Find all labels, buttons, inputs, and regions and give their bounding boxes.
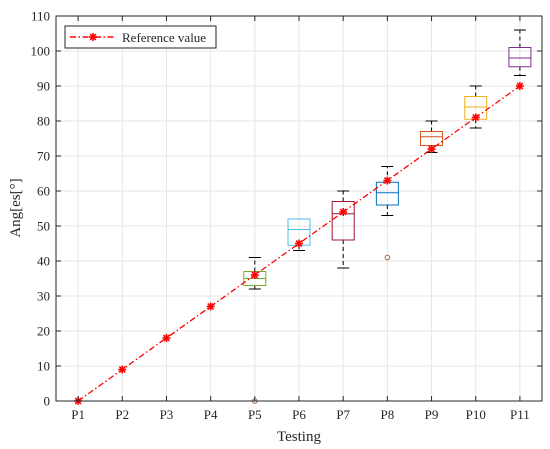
- x-tick-label: P9: [425, 407, 439, 422]
- legend-label: Reference value: [122, 30, 206, 45]
- x-tick-label: P3: [160, 407, 174, 422]
- x-tick-label: P2: [115, 407, 129, 422]
- reference-point: [339, 208, 348, 216]
- legend: Reference value: [64, 25, 217, 49]
- y-tick-label: 0: [44, 394, 51, 409]
- reference-series: [74, 82, 524, 405]
- legend-marker: [89, 33, 97, 41]
- y-tick-label: 50: [37, 219, 50, 234]
- box-body: [331, 201, 355, 241]
- reference-point: [250, 271, 259, 279]
- box-p11: [508, 29, 532, 76]
- x-tick-label: P11: [510, 407, 530, 422]
- reference-point: [295, 239, 303, 248]
- box-p7: [331, 190, 355, 269]
- y-tick-label: 20: [37, 324, 50, 339]
- x-tick-label: P1: [71, 407, 85, 422]
- reference-point: [427, 145, 436, 153]
- legend-box: [64, 25, 217, 49]
- y-tick-label: 30: [37, 289, 50, 304]
- reference-point: [515, 82, 524, 90]
- reference-point: [118, 365, 127, 374]
- y-tick-label: 80: [37, 114, 50, 129]
- x-axis: P1 P2 P3 P4 P5 P6 P7 P8 P9 P10 P11: [71, 16, 530, 422]
- x-axis-title: Testing: [277, 429, 321, 445]
- y-tick-label: 100: [31, 44, 51, 59]
- y-tick-label: 90: [37, 79, 50, 94]
- x-tick-label: P7: [336, 407, 350, 422]
- y-tick-label: 10: [37, 359, 50, 374]
- y-tick-label: 60: [37, 184, 50, 199]
- x-tick-label: P5: [248, 407, 262, 422]
- legend-asterisk: [89, 33, 97, 41]
- x-tick-label: P4: [204, 407, 218, 422]
- x-tick-label: P10: [466, 407, 486, 422]
- reference-point: [471, 113, 480, 122]
- y-tick-label: 40: [37, 254, 50, 269]
- x-tick-label: P8: [380, 407, 394, 422]
- y-axis-title: Ang[es[°]: [8, 178, 24, 237]
- x-tick-label: P6: [292, 407, 306, 422]
- box-body: [508, 47, 532, 68]
- y-tick-label: 70: [37, 149, 50, 164]
- y-tick-label: 110: [31, 9, 50, 24]
- reference-point: [206, 302, 215, 311]
- y-axis: 0 10 20 30 40 50 60 70 80 90 100 110: [31, 9, 542, 409]
- reference-point: [162, 334, 171, 342]
- outlier-point: [384, 254, 391, 261]
- reference-point: [383, 176, 392, 185]
